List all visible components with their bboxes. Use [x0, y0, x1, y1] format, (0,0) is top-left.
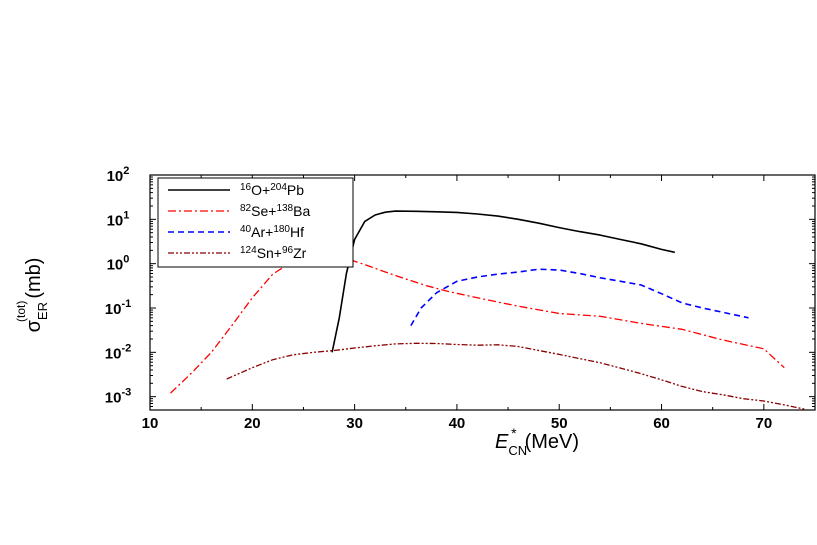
x-tick-label: 30: [346, 415, 363, 432]
legend-label: 124Sn+96Zr: [240, 245, 307, 261]
plot-lines: [170, 210, 805, 410]
y-tick-label: 100: [107, 254, 130, 274]
x-tick-label: 40: [449, 415, 466, 432]
x-tick-labels: 10 20 30 40 50 60 70: [142, 415, 773, 432]
series-line-16O+204Pb: [331, 210, 675, 353]
series-line-40Ar+180Hf: [410, 268, 749, 327]
legend-label: 16O+204Pb: [240, 182, 304, 198]
y-axis-title: σER(tot)(mb): [14, 258, 50, 333]
legend-box: [157, 177, 354, 268]
x-axis-title: ECN* (MeV): [495, 425, 579, 458]
plot-frame: [149, 174, 816, 411]
y-tick-label: 10-3: [105, 387, 131, 407]
x-tick-label: 70: [756, 415, 773, 432]
y-tick-label: 101: [107, 209, 130, 229]
x-tick-label: 60: [653, 415, 670, 432]
series-line-82Se+138Ba: [170, 253, 785, 394]
y-tick-label: 10-2: [105, 342, 131, 362]
legend: 16O+204Pb 82Se+138Ba 40Ar+180Hf 124Sn+96Zr: [157, 177, 354, 268]
y-tick-labels: 10-3 10-2 10-1 100 101 102: [105, 165, 131, 407]
series-line-124Sn+96Zr: [226, 342, 805, 410]
legend-label: 82Se+138Ba: [240, 203, 310, 219]
x-tick-label: 20: [244, 415, 261, 432]
x-tick-label: 10: [142, 415, 159, 432]
y-axis-title-group: σER(tot)(mb): [14, 258, 50, 333]
legend-label: 40Ar+180Hf: [240, 224, 304, 240]
axes: [149, 174, 816, 411]
x-tick-label: 50: [551, 415, 568, 432]
y-tick-label: 10-1: [105, 298, 131, 318]
y-tick-label: 102: [107, 165, 130, 185]
